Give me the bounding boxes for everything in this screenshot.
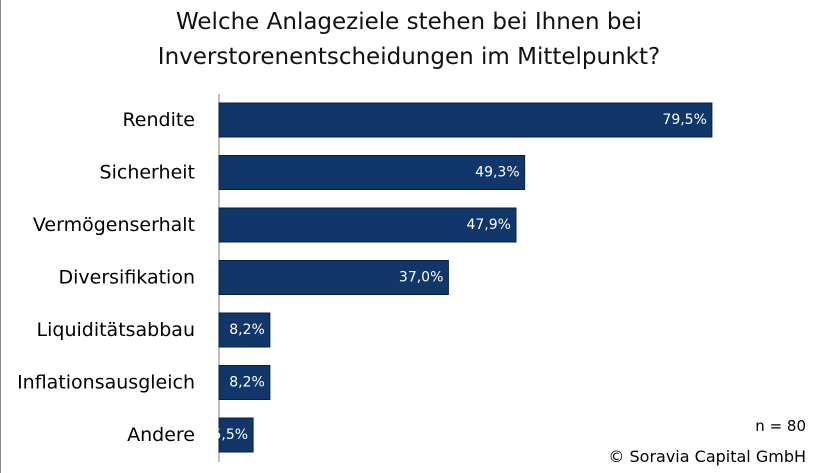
bar-2: [218, 207, 517, 243]
bar-4: [218, 312, 271, 348]
value-label-5: 8,2%: [229, 375, 265, 391]
sample-size-note: n = 80: [755, 417, 806, 435]
value-label-0: 79,5%: [662, 112, 706, 128]
bar-0: [218, 102, 713, 138]
category-label-0: Rendite: [122, 109, 195, 131]
chart-title-line-2: Inverstorenentscheidungen im Mittelpunkt…: [157, 44, 661, 70]
copyright-note: © Soravia Capital GmbH: [608, 447, 806, 466]
labels-layer: Rendite 79,5% Sicherheit 49,3% Vermögenserha…: [17, 109, 707, 446]
value-label-4: 8,2%: [229, 322, 265, 338]
chart-title-line-1: Welche Anlageziele stehen bei Ihnen bei: [176, 9, 642, 35]
value-label-6: 5,5%: [213, 427, 249, 443]
category-label-1: Sicherheit: [100, 162, 195, 184]
bar-5: [218, 365, 271, 400]
value-label-3: 37,0%: [399, 270, 443, 286]
frame-left-border: [0, 0, 1, 473]
value-label-1: 49,3%: [475, 165, 519, 181]
category-label-5: Inflationsausgleich: [17, 372, 195, 394]
category-label-4: Liquiditätsabbau: [37, 319, 195, 341]
bar-3: [218, 260, 449, 295]
category-label-2: Vermögenserhalt: [33, 214, 195, 236]
value-label-2: 47,9%: [466, 217, 510, 233]
bar-1: [218, 155, 526, 190]
bars-layer: [218, 102, 713, 453]
bar-6: [218, 417, 254, 453]
category-label-3: Diversifikation: [58, 267, 195, 289]
category-label-6: Andere: [127, 424, 195, 446]
